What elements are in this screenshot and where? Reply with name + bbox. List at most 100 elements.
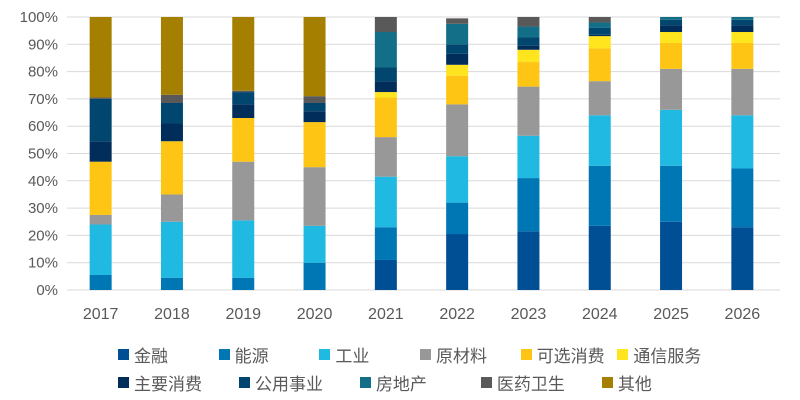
- legend-label: 原材料: [436, 346, 488, 367]
- legend-label: 主要消费: [134, 374, 202, 395]
- bar-segment-可选消费-2018: [160, 141, 183, 195]
- bar-segment-公用事业-2023: [517, 37, 540, 46]
- y-tick-label: 50%: [28, 146, 58, 163]
- legend-item: 能源: [218, 342, 320, 367]
- x-tick-label: 2021: [368, 306, 404, 323]
- bar-segment-原材料-2022: [446, 104, 469, 157]
- bar-stack-2026: [731, 17, 754, 290]
- bar-segment-医药卫生-2019: [232, 90, 255, 93]
- bar-segment-房地产-2022: [446, 23, 469, 45]
- y-tick-label: 10%: [28, 255, 58, 272]
- x-tick-label: 2025: [653, 306, 689, 323]
- bar-segment-公用事业-2025: [660, 19, 683, 26]
- bar-segment-主要消费-2019: [232, 104, 255, 119]
- bar-stack-2024: [588, 17, 611, 290]
- legend-label: 其他: [617, 374, 652, 395]
- bar-segment-可选消费-2026: [731, 42, 754, 69]
- bar-segment-原材料-2017: [89, 214, 112, 225]
- y-tick-label: 30%: [28, 200, 58, 217]
- bar-segment-主要消费-2017: [89, 141, 112, 162]
- bar-segment-原材料-2026: [731, 68, 754, 116]
- bar-segment-主要消费-2020: [303, 111, 326, 123]
- bar-stack-2023: [517, 17, 540, 290]
- bar-segment-医药卫生-2017: [89, 97, 112, 99]
- bar-segment-房地产-2021: [374, 32, 397, 68]
- bar-segment-工业-2020: [303, 225, 326, 263]
- bar-segment-原材料-2019: [232, 161, 255, 221]
- bar-stack-2021: [374, 17, 397, 290]
- bar-segment-能源-2023: [517, 178, 540, 232]
- bar-segment-能源-2019: [232, 277, 255, 290]
- bar-segment-主要消费-2022: [446, 53, 469, 65]
- legend-item: 原材料: [420, 342, 521, 367]
- bar-segment-通信服务-2022: [446, 64, 469, 76]
- x-tick-label: 2018: [154, 306, 190, 323]
- bar-segment-医药卫生-2024: [588, 17, 611, 23]
- y-tick-label: 40%: [28, 173, 58, 190]
- bar-segment-可选消费-2025: [660, 42, 683, 69]
- bar-segment-能源-2017: [89, 274, 112, 290]
- bar-segment-能源-2022: [446, 202, 469, 235]
- legend-row: 主要消费 公用事业 房地产 医药卫生 其他: [118, 368, 718, 396]
- bar-segment-通信服务-2024: [588, 36, 611, 49]
- bar-segment-其他-2020: [303, 17, 326, 97]
- y-tick-label: 60%: [28, 118, 58, 135]
- legend-label: 可选消费: [536, 346, 605, 367]
- bar-segment-原材料-2018: [160, 194, 183, 222]
- bar-segment-能源-2025: [660, 165, 683, 222]
- y-tick-label: 20%: [28, 227, 58, 244]
- bar-segment-公用事业-2019: [232, 92, 255, 105]
- legend-swatch: [520, 348, 532, 360]
- legend-item: 主要消费: [118, 370, 239, 395]
- bar-segment-可选消费-2019: [232, 118, 255, 162]
- bar-segment-工业-2024: [588, 115, 611, 166]
- legend-swatch: [480, 376, 492, 388]
- y-tick-label: 90%: [28, 36, 58, 53]
- bar-stack-2018: [160, 17, 183, 290]
- legend-swatch: [118, 348, 129, 360]
- legend-swatch: [319, 348, 331, 360]
- x-tick-label: 2023: [511, 306, 547, 323]
- bar-segment-能源-2018: [160, 277, 183, 290]
- bar-stack-2025: [660, 17, 683, 290]
- bar-segment-工业-2017: [89, 224, 112, 275]
- bar-segment-公用事业-2018: [160, 102, 183, 124]
- x-tick-label: 2026: [725, 306, 761, 323]
- bar-segment-金融-2026: [731, 227, 754, 290]
- legend-swatch: [359, 376, 371, 388]
- legend-item: 金融: [118, 342, 219, 367]
- bar-segment-工业-2026: [731, 115, 754, 169]
- bar-segment-通信服务-2021: [374, 92, 397, 98]
- bar-segment-房地产-2024: [588, 22, 611, 28]
- bar-segment-金融-2024: [588, 225, 611, 290]
- bar-segment-主要消费-2021: [374, 81, 397, 93]
- bar-segment-能源-2024: [588, 165, 611, 226]
- legend-swatch: [420, 348, 432, 360]
- bar-segment-其他-2018: [160, 17, 183, 95]
- bar-segment-公用事业-2021: [374, 67, 397, 82]
- bar-segment-医药卫生-2021: [374, 17, 397, 33]
- legend-item: 其他: [601, 370, 718, 395]
- legend-swatch: [617, 348, 629, 360]
- bar-segment-金融-2023: [517, 231, 540, 290]
- stacked-bar-chart: 0%10%20%30%40%50%60%70%80%90%100% 2017 20…: [20, 9, 780, 323]
- bar-segment-原材料-2021: [374, 137, 397, 177]
- x-tick-label: 2019: [225, 306, 261, 323]
- legend-row: 金融 能源 工业 原材料 可选消费 通信服务: [118, 340, 718, 368]
- bar-stack-2022: [446, 18, 469, 290]
- bar-segment-房地产-2025: [660, 17, 683, 20]
- bar-segment-医药卫生-2023: [517, 17, 540, 27]
- legend-label: 通信服务: [633, 346, 702, 367]
- legend-item: 医药卫生: [480, 370, 602, 395]
- bar-segment-金融-2022: [446, 234, 469, 290]
- bar-segment-通信服务-2025: [660, 32, 683, 43]
- bar-segment-可选消费-2023: [517, 62, 540, 87]
- bar-segment-主要消费-2024: [588, 34, 611, 37]
- bar-segment-工业-2019: [232, 220, 255, 278]
- bar-segment-能源-2020: [303, 262, 326, 290]
- bar-segment-房地产-2023: [517, 26, 540, 38]
- bar-segment-原材料-2024: [588, 81, 611, 116]
- legend-item: 房地产: [359, 370, 481, 395]
- bar-segment-可选消费-2017: [89, 161, 112, 215]
- bar-segment-主要消费-2026: [731, 25, 754, 33]
